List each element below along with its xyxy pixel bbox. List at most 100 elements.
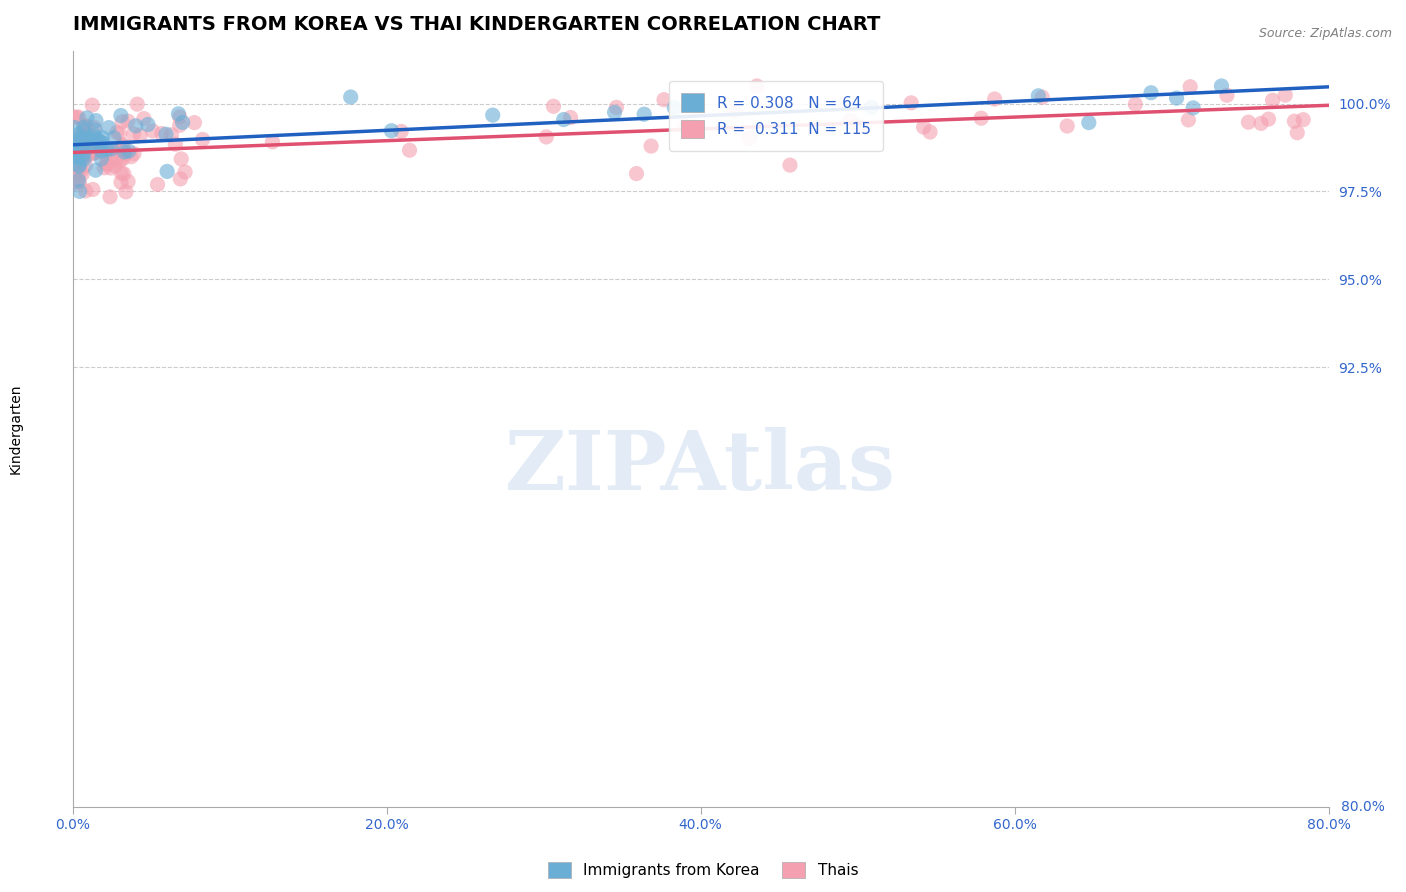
Point [389, 124, 412, 138]
Point [67, 158, 90, 172]
Point [983, 92, 1005, 106]
Point [90, 144, 112, 158]
Point [100, 142, 122, 156]
Point [912, 120, 935, 134]
Point [86, 132, 108, 146]
Point [105, 153, 128, 167]
Point [543, 99, 565, 113]
Point [170, 152, 193, 166]
Point [1261, 93, 1284, 107]
Point [117, 114, 139, 128]
Point [108, 143, 131, 157]
Point [84, 145, 107, 160]
Point [112, 152, 135, 166]
Point [1292, 112, 1315, 127]
Point [75, 144, 97, 158]
Point [97, 120, 120, 135]
Point [118, 144, 141, 158]
Point [62, 177, 84, 191]
Point [900, 95, 922, 110]
Point [69, 151, 91, 165]
Point [75, 119, 97, 133]
Point [69, 142, 91, 156]
Point [97, 157, 120, 171]
Point [101, 146, 124, 161]
Point [839, 113, 862, 128]
Point [169, 118, 191, 132]
Point [1180, 79, 1202, 94]
Point [174, 165, 197, 179]
Point [62, 110, 84, 124]
Point [67, 134, 90, 148]
Point [84, 163, 107, 178]
Point [80, 132, 103, 146]
Point [83, 128, 105, 143]
Point [112, 137, 135, 152]
Point [183, 115, 205, 129]
Point [80, 145, 103, 159]
Point [66, 149, 89, 163]
Point [664, 101, 686, 115]
Point [84, 113, 107, 128]
Point [76, 111, 98, 125]
Point [96, 143, 118, 157]
Point [156, 164, 179, 178]
Point [1237, 115, 1260, 129]
Point [129, 128, 152, 143]
Point [1257, 112, 1279, 127]
Text: Source: ZipAtlas.com: Source: ZipAtlas.com [1258, 27, 1392, 40]
Point [110, 166, 132, 180]
Point [77, 126, 100, 140]
Point [114, 146, 136, 161]
Point [146, 178, 169, 192]
Point [745, 78, 768, 93]
Legend: Immigrants from Korea, Thais: Immigrants from Korea, Thais [541, 856, 865, 884]
Point [80, 138, 103, 153]
Point [108, 154, 131, 169]
Point [63, 130, 86, 145]
Point [63, 150, 86, 164]
Point [112, 167, 135, 181]
Point [122, 146, 145, 161]
Point [65, 147, 87, 161]
Point [1182, 101, 1205, 115]
Point [73, 124, 96, 138]
Point [72, 132, 94, 146]
Point [90, 136, 112, 150]
Point [104, 159, 127, 173]
Point [560, 111, 582, 125]
Point [82, 182, 104, 196]
Point [1125, 97, 1147, 112]
Point [339, 90, 361, 104]
Point [66, 128, 89, 142]
Point [136, 118, 159, 132]
Point [66, 136, 89, 150]
Point [73, 153, 96, 167]
Point [1077, 115, 1099, 129]
Point [640, 139, 662, 153]
Point [73, 147, 96, 161]
Point [191, 132, 214, 146]
Point [84, 123, 107, 137]
Point [69, 176, 91, 190]
Point [62, 133, 84, 147]
Point [80, 142, 103, 156]
Point [110, 109, 132, 123]
Point [132, 112, 155, 126]
Point [167, 107, 190, 121]
Point [1031, 90, 1053, 104]
Point [66, 110, 89, 124]
Point [63, 144, 86, 158]
Point [67, 173, 90, 187]
Point [75, 184, 97, 198]
Point [67, 110, 90, 124]
Legend: R = 0.308   N = 64, R =  0.311  N = 115: R = 0.308 N = 64, R = 0.311 N = 115 [669, 81, 883, 151]
Point [79, 139, 101, 153]
Point [150, 127, 173, 141]
Point [98, 190, 121, 204]
Point [70, 164, 93, 178]
Point [1056, 119, 1078, 133]
Point [779, 158, 801, 172]
Point [169, 110, 191, 124]
Point [91, 130, 114, 145]
